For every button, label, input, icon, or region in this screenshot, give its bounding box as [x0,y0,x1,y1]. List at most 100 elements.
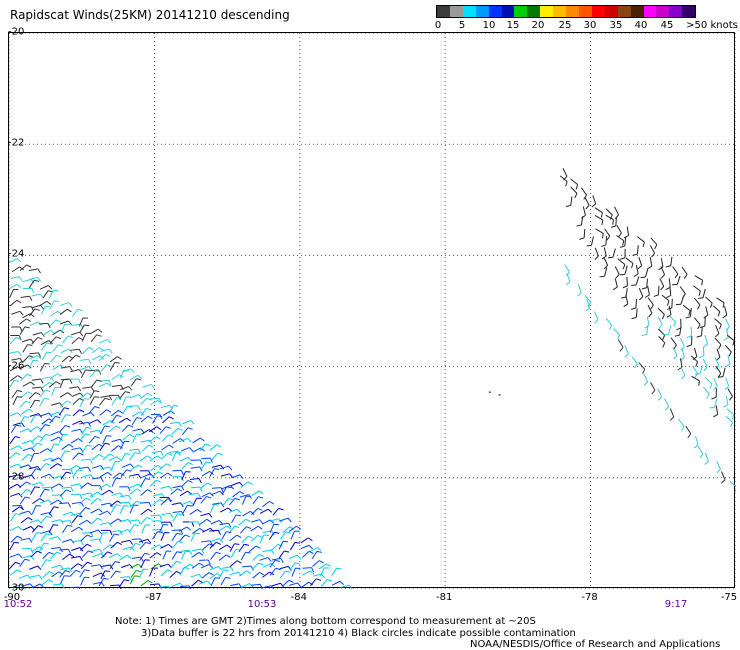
wind-barb-flag [258,562,264,566]
wind-barb-flag [657,396,663,401]
wind-barb [250,525,259,532]
wind-barb-flag [99,548,104,554]
colorbar-segment [437,6,450,17]
wind-barb [142,383,152,388]
wind-barb-flag [45,389,51,393]
wind-barb-flag [315,578,322,581]
wind-barb-flag [27,391,33,395]
wind-barb-flag [227,507,233,512]
wind-barb-flag [156,455,162,459]
wind-barb-flag [39,583,45,588]
wind-barb-flag [57,411,62,417]
wind-barb [118,579,125,588]
wind-barb-flag [43,542,49,545]
wind-barb-flag [725,363,731,368]
wind-barb-flag [622,285,628,289]
wind-barb [261,519,271,525]
wind-barb-flag [644,294,650,298]
wind-barb [650,237,658,245]
wind-barb-flag [68,443,74,448]
wind-barb-flag [619,245,625,248]
wind-barb-flag [246,570,252,574]
wind-barb [49,310,58,317]
wind-barb-flag [109,544,115,548]
wind-barb-flag [258,490,264,495]
wind-barb-flag [250,510,255,515]
wind-barb [191,579,199,587]
wind-barb-flag [581,214,586,219]
wind-barb [49,415,56,424]
wind-barb [59,400,67,408]
wind-barb-flag [263,534,269,536]
wind-barb [48,536,58,540]
wind-barb-flag [168,585,171,589]
colorbar-segment [604,6,618,17]
wind-barb [210,577,216,587]
wind-barb-flag [308,550,314,555]
wind-barb [10,276,20,280]
wind-barb-flag [259,572,265,576]
colorbar-segment [591,6,605,17]
wind-barb [11,266,20,273]
wind-barb [50,431,60,436]
wind-barb [180,549,190,553]
wind-barb-flag [722,314,728,319]
lon-label: -90 [3,592,21,603]
wind-barb-flag [612,219,614,225]
wind-barb-flag [138,464,143,469]
wind-barb-flag [692,356,698,361]
wind-barb [638,288,644,297]
time-label-left: 10:52 [3,599,33,610]
wind-barb [130,464,139,471]
wind-barb [149,399,159,406]
wind-barb-flag [70,539,75,544]
wind-barb-flag [60,475,65,480]
wind-barb [79,358,89,361]
wind-barb [29,321,39,326]
wind-barb-flag [38,575,43,580]
wind-barb-flag [701,280,704,286]
wind-barb [79,507,86,515]
wind-barb-flag [270,585,275,589]
wind-barb [28,392,36,400]
wind-barb [32,498,41,505]
wind-barb [331,567,337,577]
wind-barb-flag [235,514,241,517]
wind-barb-flag [27,428,32,433]
wind-barb [71,392,81,398]
wind-barb [670,256,673,266]
wind-barb [271,557,281,561]
wind-barb [593,311,599,320]
wind-barb [118,417,128,424]
wind-barb [91,564,101,567]
wind-barb [271,543,279,551]
wind-barb [221,531,227,540]
wind-barb-flag [321,573,325,579]
wind-barb [209,504,215,514]
wind-barb [171,452,177,461]
lon-label: -78 [581,592,598,603]
wind-barb [726,334,735,342]
wind-barb [40,512,50,516]
wind-barb-flag [37,277,42,282]
wind-barb-flag [239,474,244,479]
wind-barb [98,382,108,388]
wind-barb [179,567,185,576]
wind-barb [616,235,625,242]
wind-barb-flag [33,279,40,282]
wind-barb-flag [210,527,215,533]
wind-barb-flag [87,561,93,565]
wind-barb-flag [662,342,666,348]
wind-barb [81,445,88,454]
wind-barb-flag [45,423,51,427]
wind-barb-flag [206,495,212,499]
wind-barb [89,429,99,433]
wind-barb [250,534,259,542]
wind-barb-flag [78,369,83,374]
wind-barb-flag [199,562,204,567]
wind-barb-flag [178,422,182,427]
wind-barb [22,355,30,363]
wind-barb [181,480,189,488]
wind-barb [12,422,22,426]
wind-barb-flag [37,565,42,570]
